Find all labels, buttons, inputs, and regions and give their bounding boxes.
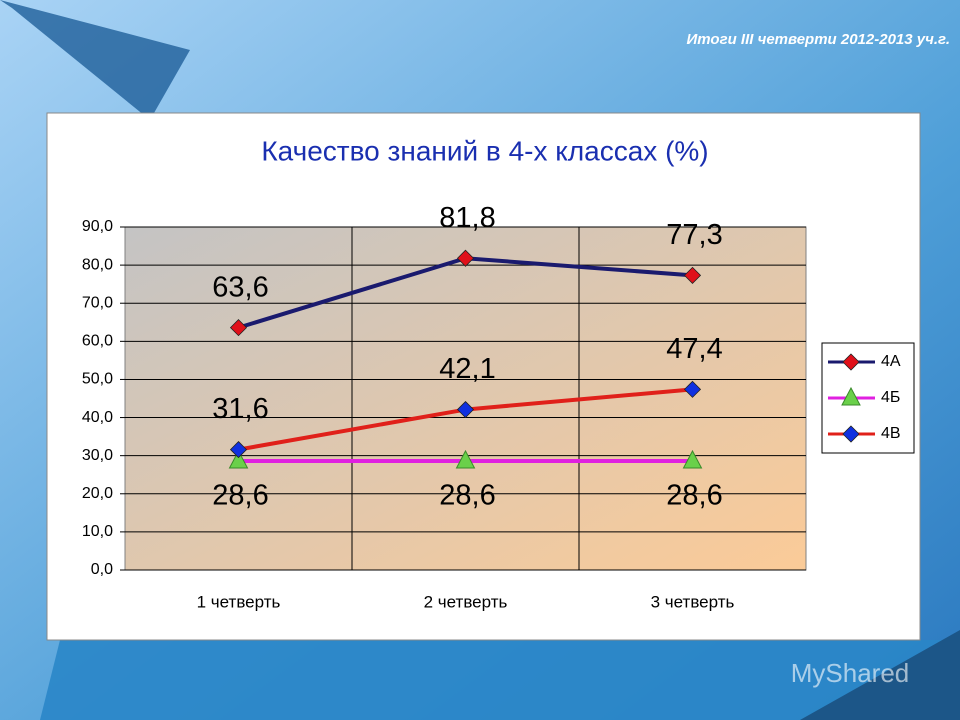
marker <box>456 400 475 419</box>
marker <box>842 353 860 371</box>
data-label: 81,8 <box>439 202 495 234</box>
marker <box>228 449 249 469</box>
marker <box>683 380 702 398</box>
marker <box>842 425 860 443</box>
y-tick-label: 0,0 <box>91 561 113 578</box>
slide-title: Итоги III четверти 2012-2013 уч.г. <box>686 31 950 48</box>
y-tick-label: 70,0 <box>82 294 113 311</box>
data-label: 47,4 <box>666 333 722 365</box>
decor <box>40 640 960 720</box>
decor <box>0 0 190 120</box>
data-label: 28,6 <box>666 480 722 512</box>
plot-area <box>124 226 807 571</box>
decor <box>800 630 960 720</box>
marker <box>682 449 703 469</box>
y-tick-label: 50,0 <box>82 371 113 388</box>
marker <box>841 386 861 406</box>
data-label: 28,6 <box>212 480 268 512</box>
watermark: MyShared <box>791 658 910 688</box>
marker <box>229 441 248 459</box>
x-tick-label: 1 четверть <box>197 592 281 611</box>
y-tick-label: 60,0 <box>82 333 113 350</box>
legend-label: 4А <box>881 353 901 370</box>
marker <box>456 249 475 267</box>
legend-label: 4Б <box>881 389 900 406</box>
y-tick-label: 40,0 <box>82 409 113 426</box>
marker <box>683 266 702 284</box>
data-label: 42,1 <box>439 353 495 385</box>
y-tick-label: 90,0 <box>82 218 113 235</box>
y-tick-label: 20,0 <box>82 485 113 502</box>
marker <box>455 449 476 469</box>
y-tick-label: 80,0 <box>82 256 113 273</box>
y-tick-label: 30,0 <box>82 447 113 464</box>
data-label: 31,6 <box>212 393 268 425</box>
data-label: 63,6 <box>212 271 268 303</box>
data-label: 28,6 <box>439 480 495 512</box>
legend-label: 4В <box>881 425 901 442</box>
x-tick-label: 2 четверть <box>424 592 508 611</box>
x-tick-label: 3 четверть <box>651 592 735 611</box>
chart-title: Качество знаний в 4-х классах (%) <box>261 135 708 166</box>
data-label: 77,3 <box>666 219 722 251</box>
y-tick-label: 10,0 <box>82 523 113 540</box>
marker <box>229 319 248 337</box>
